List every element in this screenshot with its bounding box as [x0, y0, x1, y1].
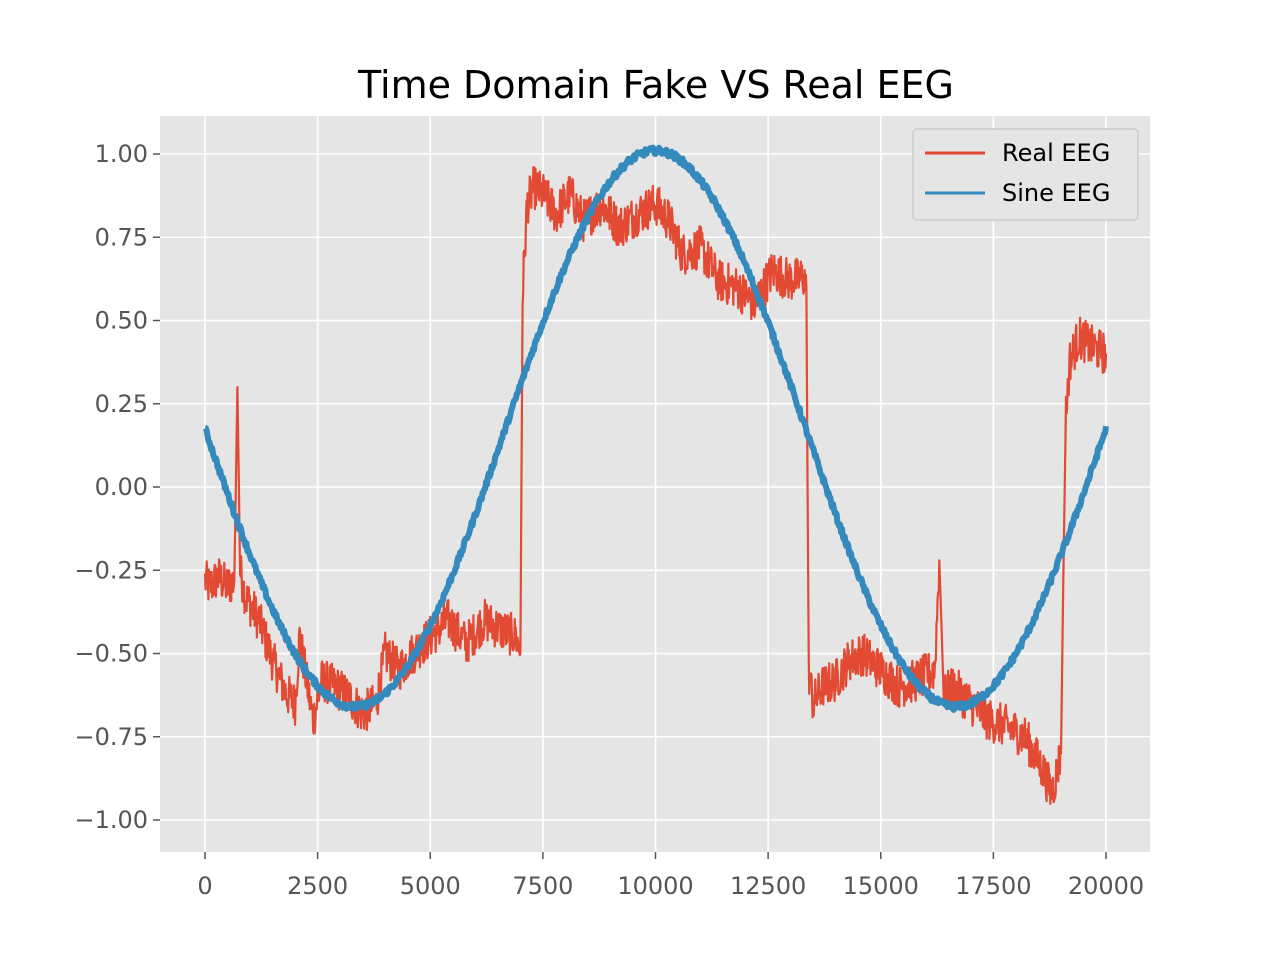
y-tick-label: −0.75: [74, 723, 148, 751]
axis-ticks: 0 2500 5000 7500 10000 12500 15000 17500 20000 1.…: [74, 140, 1144, 900]
y-tick-label: 0.25: [95, 390, 148, 418]
x-tick-label: 0: [197, 872, 212, 900]
x-tick-label: 12500: [730, 872, 806, 900]
y-tick-label: 0.50: [95, 307, 148, 335]
legend-label-real-eeg: Real EEG: [1002, 139, 1110, 167]
legend: Real EEG Sine EEG: [912, 128, 1139, 221]
legend-label-sine-eeg: Sine EEG: [1002, 179, 1110, 207]
x-tick-label: 10000: [617, 872, 693, 900]
series-lines: [202, 144, 1109, 806]
x-tick-label: 7500: [512, 872, 573, 900]
x-tick-label: 15000: [843, 872, 919, 900]
y-tick-label: −1.00: [74, 806, 148, 834]
y-tick-label: 1.00: [95, 140, 148, 168]
x-tick-label: 5000: [400, 872, 461, 900]
x-tick-label: 17500: [955, 872, 1031, 900]
y-tick-label: 0.00: [95, 473, 148, 501]
y-tick-label: −0.25: [74, 556, 148, 584]
x-tick-label: 2500: [287, 872, 348, 900]
series-line-real-eeg: [203, 166, 1108, 806]
series-line-sine-eeg: [202, 144, 1109, 713]
y-tick-label: 0.75: [95, 223, 148, 251]
chart-title: Time Domain Fake VS Real EEG: [357, 63, 954, 107]
x-tick-label: 20000: [1068, 872, 1144, 900]
y-tick-label: −0.50: [74, 640, 148, 668]
